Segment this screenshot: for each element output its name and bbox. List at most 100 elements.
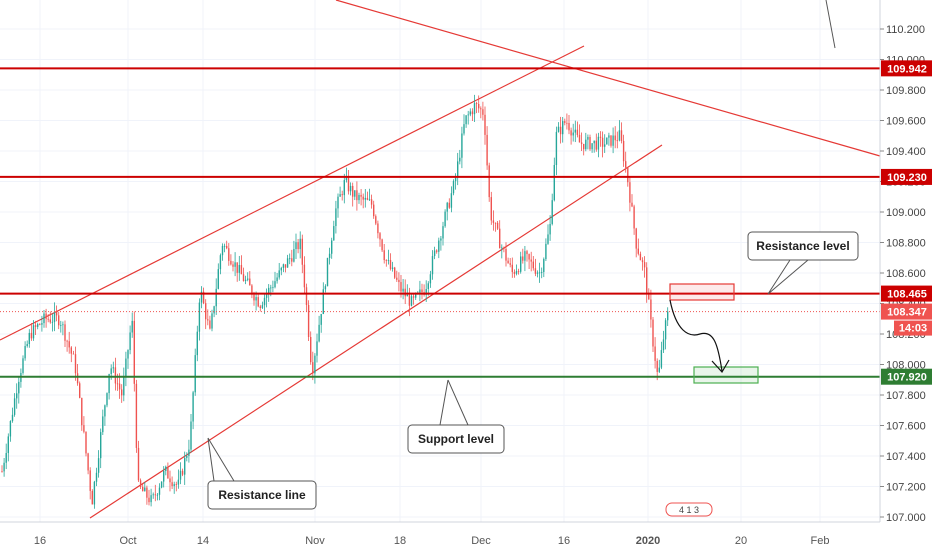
candle-body — [532, 261, 534, 269]
candle-body — [534, 268, 537, 274]
time-tick-label: 14 — [197, 535, 209, 547]
candle-body — [146, 487, 148, 498]
candle-body — [70, 347, 72, 354]
candle-body — [30, 332, 33, 339]
price-level-badge — [881, 368, 932, 385]
price-level-badge — [881, 60, 932, 77]
candle-body — [440, 238, 442, 241]
candle-body — [102, 416, 104, 433]
candle-body — [87, 453, 89, 471]
candle-body — [658, 367, 660, 372]
candle-body — [83, 425, 85, 432]
event-marker-icon[interactable]: 4 1 3 — [665, 502, 713, 517]
time-tick-label: Dec — [471, 535, 491, 547]
candle-body — [396, 277, 398, 280]
candle-body — [303, 264, 306, 288]
candle-body — [62, 324, 64, 326]
candle-body — [425, 289, 427, 295]
candle-body — [406, 294, 408, 297]
support-level-callout-pointer — [439, 379, 469, 426]
candle-body — [589, 137, 591, 150]
candle-body — [328, 253, 331, 258]
candle-body — [121, 389, 123, 396]
candle-body — [583, 143, 585, 150]
resistance-level-callout-pointer — [767, 259, 809, 295]
labels: 109.942 109.230 108.465 107.920 108.347 14:03… — [665, 60, 932, 517]
resistance-line-callout-box[interactable] — [207, 480, 317, 510]
candle-body — [648, 293, 650, 300]
price-tick-label: 107.200 — [886, 482, 926, 494]
candle-body — [622, 140, 625, 162]
candle-body — [608, 135, 610, 138]
candle-body — [452, 181, 455, 194]
candle-body — [244, 279, 247, 281]
candle-body — [76, 373, 79, 384]
candle-body — [442, 226, 444, 239]
candle-body — [16, 393, 18, 399]
candle-body — [522, 256, 524, 261]
resistance-level-callout-box[interactable] — [747, 231, 859, 261]
candle-body — [270, 287, 272, 289]
candle-body — [538, 272, 541, 274]
candle-body — [125, 358, 127, 378]
candle-body — [108, 374, 110, 394]
candle-body — [274, 281, 276, 288]
target-zone-box[interactable] — [693, 366, 759, 384]
candle-body — [356, 190, 358, 201]
candle-body — [620, 130, 623, 141]
candle-body — [255, 297, 257, 301]
candle-body — [215, 288, 217, 307]
candle-body — [650, 299, 652, 320]
candle-body — [305, 287, 308, 305]
resistance-zone-box[interactable] — [669, 283, 735, 301]
candle-body — [45, 313, 47, 319]
candle-body — [448, 202, 450, 208]
candle-body — [112, 367, 114, 369]
candle-body — [259, 306, 261, 308]
candle-body — [379, 233, 381, 240]
candle-body — [1, 471, 3, 473]
gray-drawing-line — [825, 0, 836, 49]
candle-body — [316, 341, 318, 356]
candle-body — [591, 143, 593, 150]
candle-body — [454, 177, 457, 182]
candle-body — [293, 249, 295, 262]
projection-arrow-icon — [711, 359, 730, 374]
candle-body — [89, 470, 91, 491]
candle-body — [186, 456, 188, 458]
candle-body — [387, 259, 390, 261]
candle-body — [629, 182, 631, 203]
candle-body — [366, 197, 369, 200]
candle-body — [7, 436, 9, 454]
candle-body — [152, 494, 154, 496]
candle-body — [18, 381, 20, 394]
price-tick-label: 109.000 — [886, 207, 926, 219]
candle-body — [639, 253, 642, 261]
support-level-callout-box[interactable] — [407, 424, 505, 454]
candle-body — [667, 311, 669, 321]
candle-body — [494, 222, 497, 224]
candle-body — [339, 194, 341, 197]
candle-body — [496, 222, 499, 229]
candles — [1, 94, 669, 509]
candle-body — [559, 126, 562, 135]
candle-body — [601, 137, 604, 147]
candle-body — [331, 240, 333, 254]
candle-body — [515, 271, 518, 274]
candle-body — [517, 271, 520, 272]
candle-body — [114, 367, 117, 384]
candle-body — [488, 165, 490, 198]
price-level-badge-text: 107.920 — [887, 372, 927, 384]
long-term-resistance-line — [335, 0, 881, 157]
candle-body — [352, 185, 354, 197]
candle-body — [612, 135, 614, 146]
candle-body — [284, 264, 287, 268]
candle-body — [249, 278, 251, 286]
candle-body — [165, 466, 167, 471]
candle-body — [461, 133, 463, 158]
candle-body — [341, 194, 343, 196]
candle-body — [110, 368, 112, 375]
candle-body — [22, 358, 24, 373]
candle-body — [408, 294, 411, 306]
